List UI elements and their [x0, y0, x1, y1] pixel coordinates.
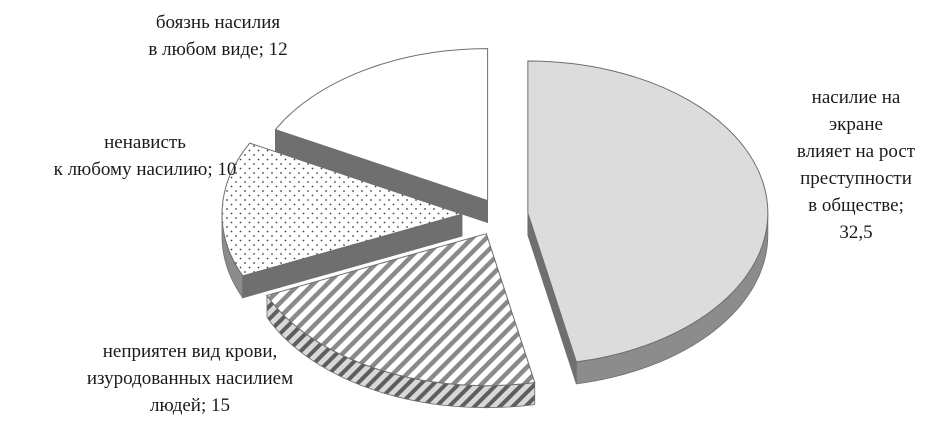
slice-label-4-line-1: боязнь насилия: [156, 12, 280, 33]
slice-label-1-line-3: влияет на рост: [797, 141, 916, 162]
slice-label-1-line-5: в обществе;: [808, 195, 904, 216]
slice-label-1: насилие на экране влияет на рост преступнос…: [797, 87, 916, 243]
slice-label-1-line-1: насилие на: [812, 87, 901, 108]
slice-label-1-line-2: экране: [829, 114, 883, 135]
slice-label-2-line-3: людей; 15: [150, 395, 230, 416]
slice-label-4-line-2: в любом виде; 12: [148, 39, 287, 60]
slice-label-2: неприятен вид крови, изуродованных насили…: [87, 341, 293, 416]
pie-slice-1: [527, 60, 769, 363]
slice-label-2-line-1: неприятен вид крови,: [103, 341, 278, 362]
slice-label-3: ненависть к любому насилию; 10: [54, 132, 237, 180]
slice-label-1-line-6: 32,5: [839, 222, 872, 243]
slice-label-3-line-1: ненависть: [104, 132, 186, 153]
slice-label-3-line-2: к любому насилию; 10: [54, 159, 237, 180]
slice-label-2-line-2: изуродованных насилием: [87, 368, 293, 389]
pie-slice-2: [266, 233, 536, 387]
slice-label-1-line-4: преступности: [800, 168, 912, 189]
slice-label-4: боязнь насилия в любом виде; 12: [148, 12, 287, 60]
pie-slice-3: [221, 142, 464, 277]
pie-slice-4: [274, 48, 489, 202]
